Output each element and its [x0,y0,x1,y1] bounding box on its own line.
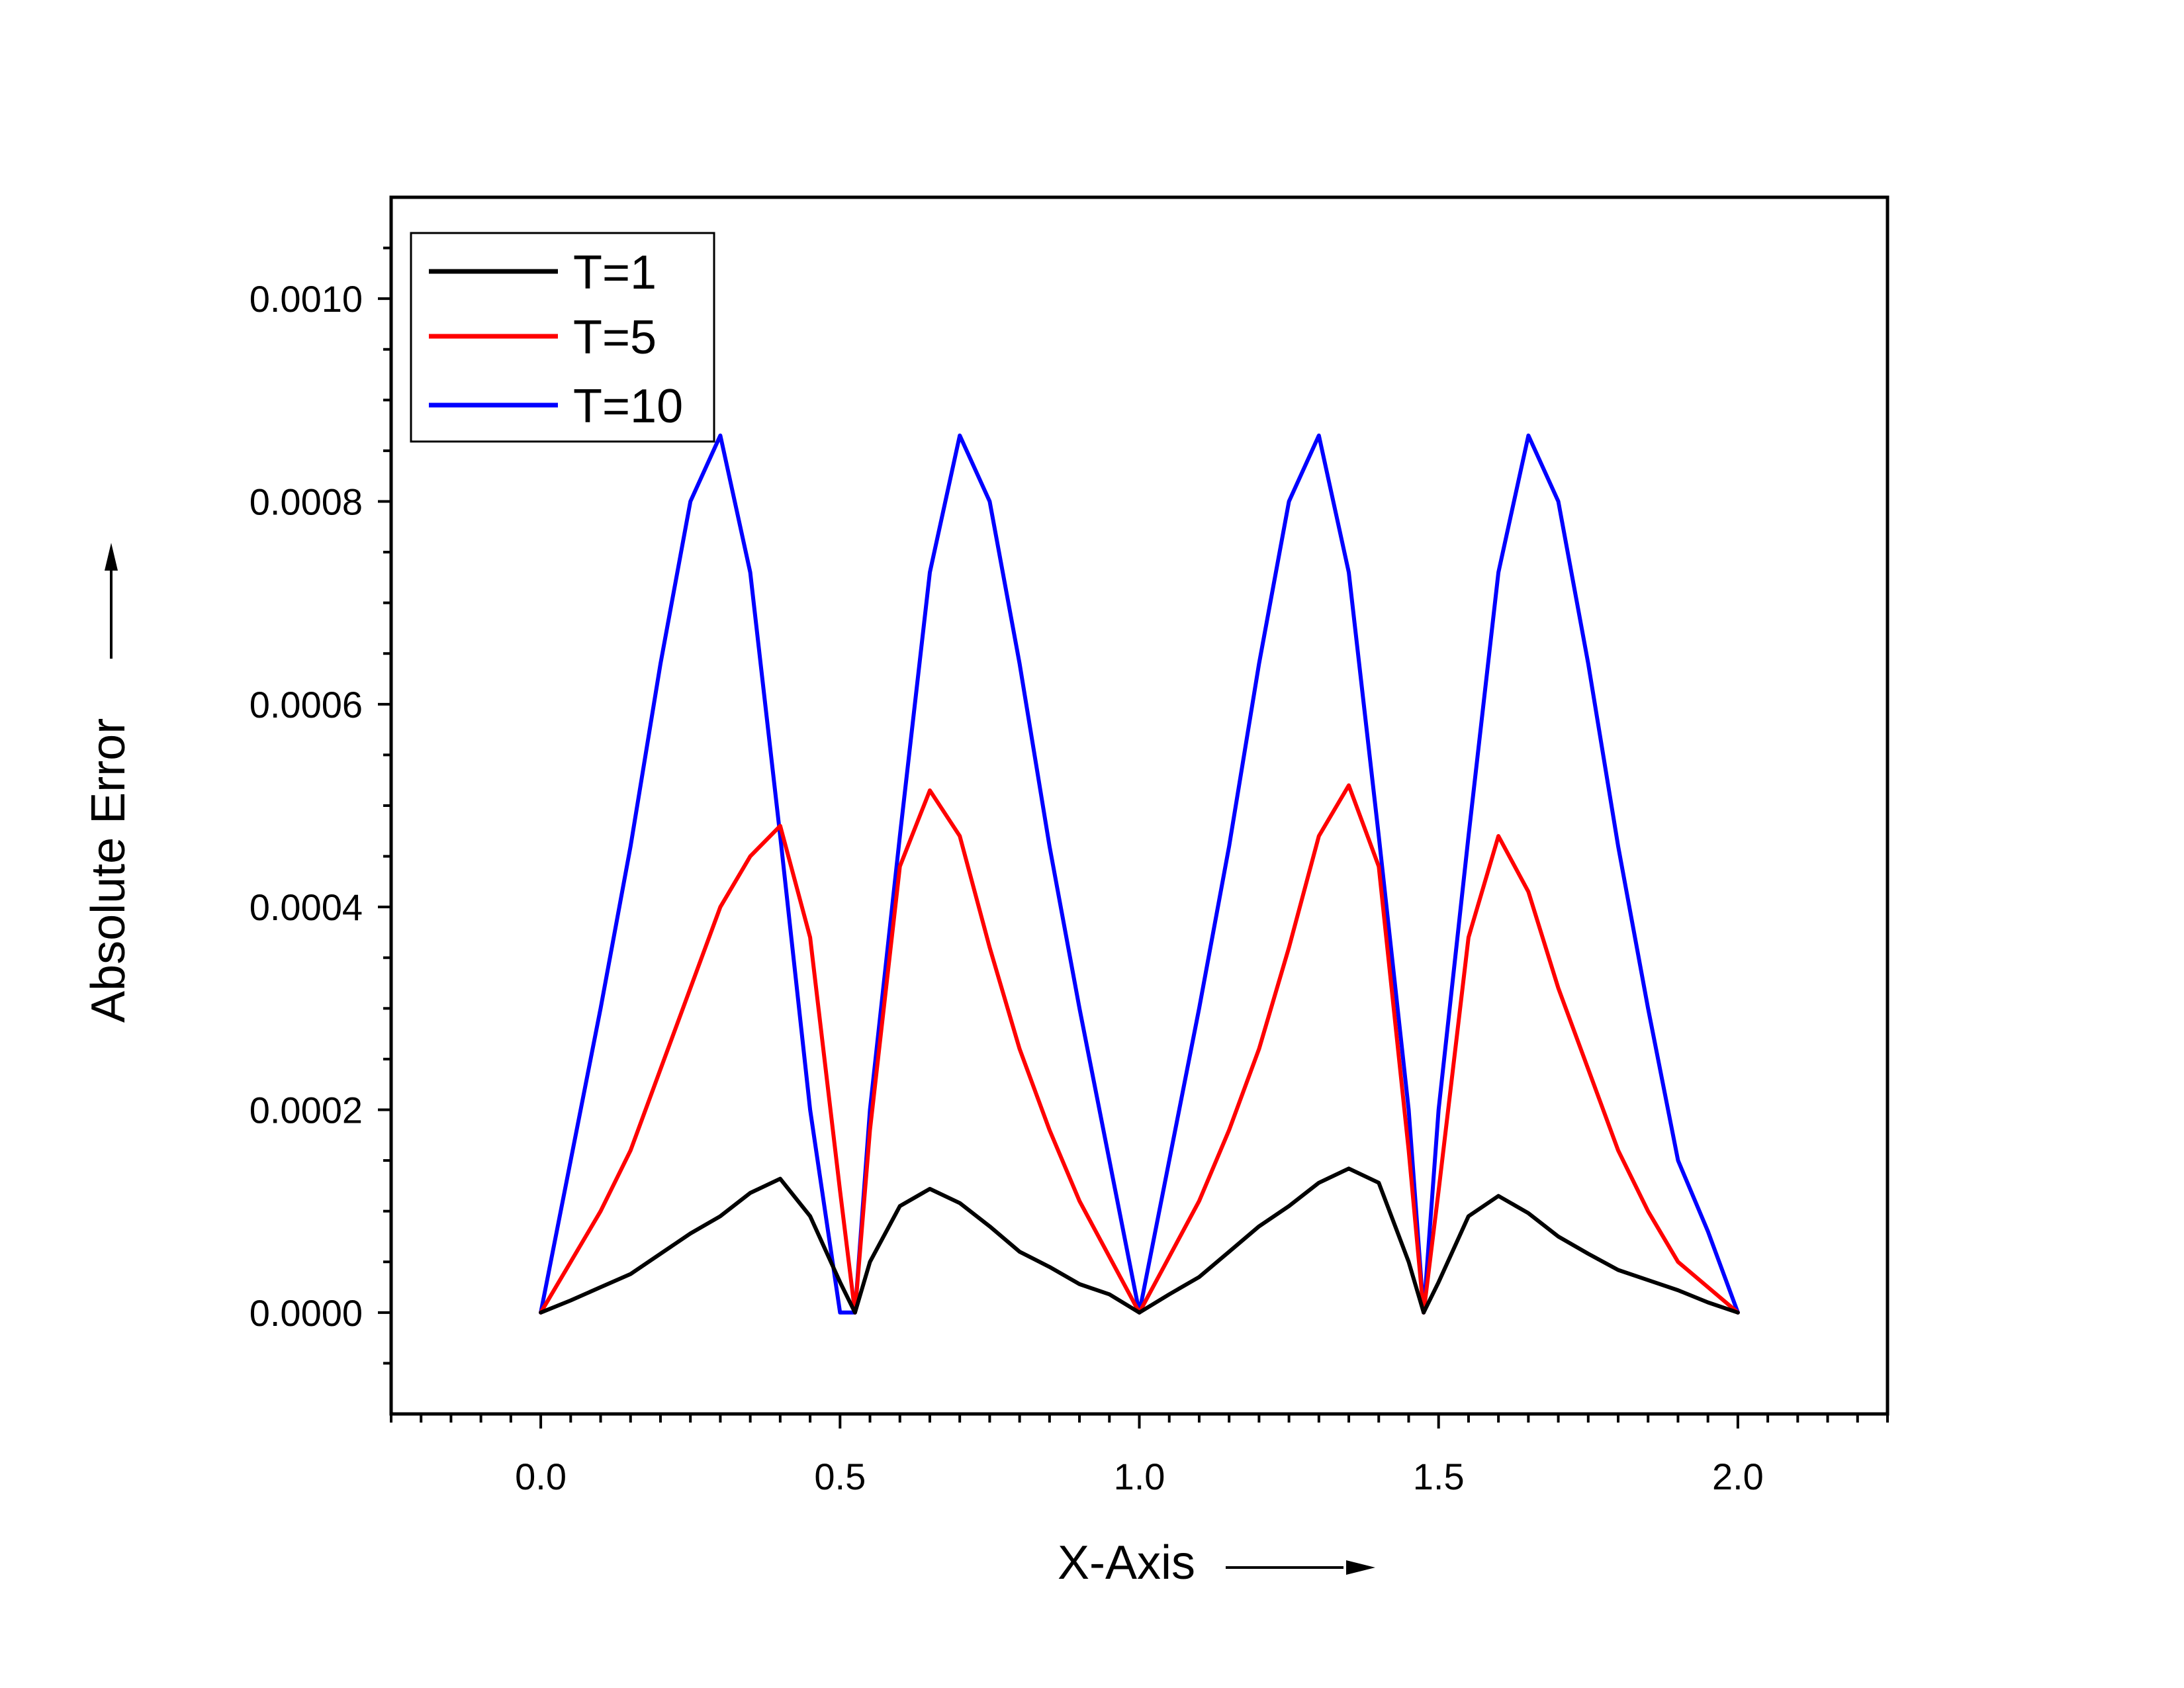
y-tick-label: 0.0004 [250,886,363,928]
series-line-t1 [539,1166,1740,1315]
x-tick-label: 0.5 [814,1456,866,1497]
y-tick-label: 0.0000 [250,1292,363,1334]
legend: T=1 T=5 T=10 [410,232,715,443]
legend-entry-t5: T=5 [429,311,657,364]
y-tick-label: 0.0002 [250,1090,363,1131]
x-axis-title: X-Axis [1058,1536,1195,1589]
legend-entry-t1: T=1 [429,246,657,299]
legend-label-t5: T=5 [573,311,657,364]
x-tick-label: 1.0 [1114,1456,1165,1497]
series-layer [539,433,1740,1315]
x-axis-ticks: 0.0 0.5 1.0 1.5 2.0 [390,1414,1889,1497]
y-axis-title-group: Absolute Error [82,543,135,1023]
y-tick-label: 0.0010 [250,278,363,320]
x-axis-arrow-head [1346,1560,1375,1575]
y-tick-label: 0.0006 [250,684,363,726]
legend-label-t10: T=10 [573,380,683,433]
y-axis-ticks: 0.0000 0.0002 0.0004 0.0006 0.0008 0.0010 [250,246,391,1365]
legend-entry-t10: T=10 [429,380,683,433]
y-axis-arrow-head [105,543,118,571]
x-tick-label: 0.0 [515,1456,567,1497]
x-tick-label: 2.0 [1712,1456,1764,1497]
y-axis-title: Absolute Error [82,718,135,1023]
legend-label-t1: T=1 [573,246,657,299]
x-tick-label: 1.5 [1413,1456,1465,1497]
x-axis-title-group: X-Axis [1058,1536,1375,1589]
y-tick-label: 0.0008 [250,481,363,523]
